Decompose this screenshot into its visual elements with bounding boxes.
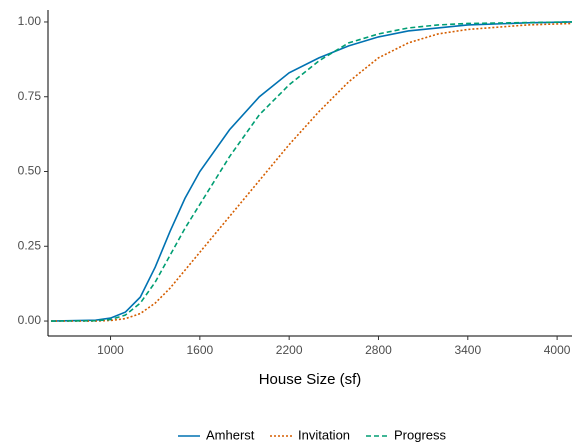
y-tick-label: 0.00 bbox=[18, 313, 42, 327]
x-tick-label: 1000 bbox=[97, 343, 124, 357]
x-tick-label: 3400 bbox=[454, 343, 481, 357]
legend-label: Progress bbox=[394, 427, 447, 442]
y-tick-label: 0.25 bbox=[18, 238, 42, 252]
x-tick-label: 1600 bbox=[186, 343, 213, 357]
y-tick-label: 0.50 bbox=[18, 164, 42, 178]
x-axis-title: House Size (sf) bbox=[259, 371, 362, 388]
x-tick-label: 2800 bbox=[365, 343, 392, 357]
series-line bbox=[50, 22, 572, 322]
legend-label: Amherst bbox=[206, 427, 255, 442]
y-tick-label: 0.75 bbox=[18, 89, 42, 103]
y-tick-label: 1.00 bbox=[18, 14, 42, 28]
series-line bbox=[50, 21, 572, 322]
legend-label: Invitation bbox=[298, 427, 350, 442]
x-tick-label: 4000 bbox=[544, 343, 571, 357]
series-line bbox=[50, 21, 572, 322]
x-tick-label: 2200 bbox=[276, 343, 303, 357]
